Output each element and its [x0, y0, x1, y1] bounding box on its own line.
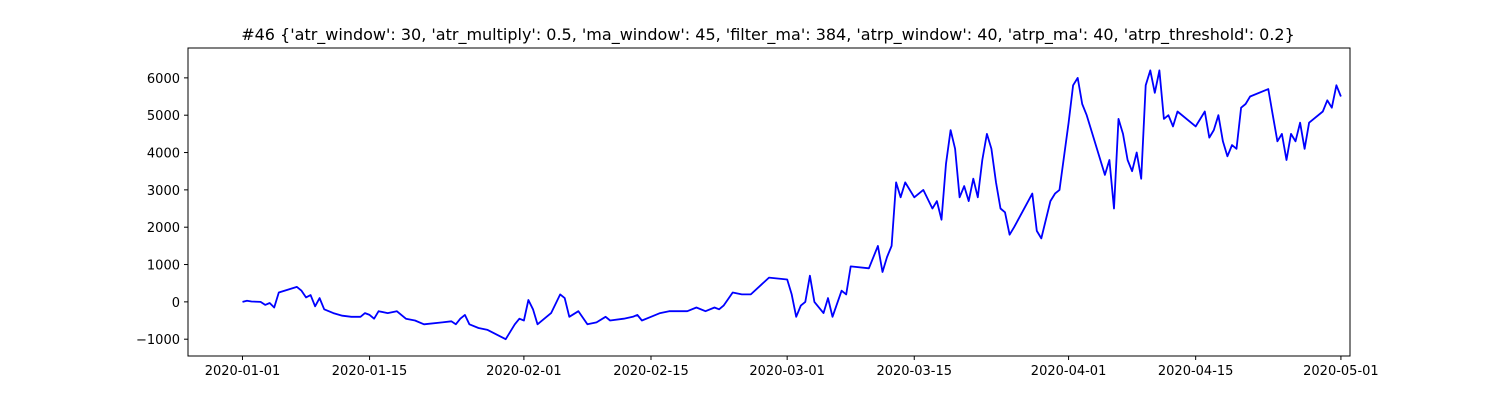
- x-tick-label: 2020-02-01: [486, 364, 562, 379]
- y-tick-label: 1000: [147, 259, 180, 274]
- y-axis: −1000 0 1000 2000 3000 4000 5000 6000: [136, 72, 188, 348]
- y-tick-label: 4000: [147, 147, 180, 162]
- x-tick-label: 2020-04-15: [1158, 364, 1234, 379]
- series-line-0: [242, 69, 1342, 341]
- x-tick-label: 2020-05-01: [1303, 364, 1379, 379]
- x-tick-label: 2020-04-01: [1031, 364, 1107, 379]
- chart-title: #46 {'atr_window': 30, 'atr_multiply': 0…: [241, 25, 1295, 45]
- x-tick-label: 2020-03-15: [876, 364, 952, 379]
- y-tick-label: −1000: [136, 333, 180, 348]
- plot-area: [187, 47, 1351, 357]
- y-tick-label: 5000: [147, 109, 180, 124]
- y-tick-label: 0: [172, 296, 180, 311]
- x-tick-label: 2020-01-15: [332, 364, 408, 379]
- y-tick-label: 6000: [147, 72, 180, 87]
- axes-frame: [187, 47, 1351, 357]
- x-tick-label: 2020-03-01: [749, 364, 825, 379]
- x-axis: 2020-01-01 2020-01-15 2020-02-01 2020-02-15…: [205, 356, 1379, 379]
- y-tick-label: 3000: [147, 184, 180, 199]
- y-tick-label: 2000: [147, 221, 180, 236]
- x-tick-label: 2020-02-15: [613, 364, 689, 379]
- x-tick-label: 2020-01-01: [205, 364, 281, 379]
